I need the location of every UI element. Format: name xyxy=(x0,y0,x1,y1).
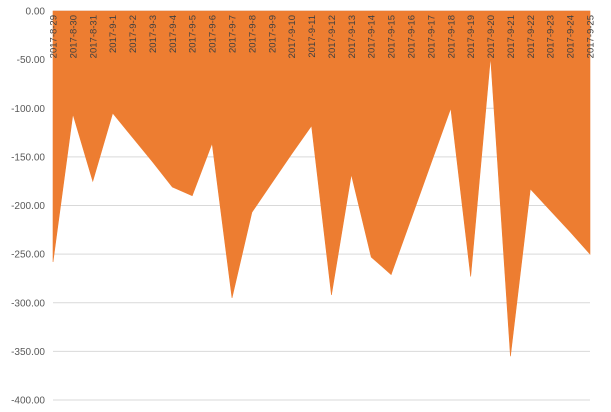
y-tick-label: -150.00 xyxy=(11,152,45,163)
x-tick-label: 2017-9-9 xyxy=(267,15,278,53)
x-tick-label: 2017-9-10 xyxy=(287,15,298,58)
y-tick-label: -50.00 xyxy=(17,55,46,66)
x-tick-label: 2017-8-29 xyxy=(49,15,60,58)
x-tick-label: 2017-9-14 xyxy=(367,15,378,58)
x-tick-label: 2017-9-12 xyxy=(327,15,338,58)
x-tick-label: 2017-9-23 xyxy=(546,15,557,58)
y-tick-label: -250.00 xyxy=(11,250,45,261)
x-tick-label: 2017-9-2 xyxy=(128,15,139,53)
x-tick-label: 2017-9-6 xyxy=(208,15,219,53)
y-tick-label: -200.00 xyxy=(11,201,45,212)
x-tick-label: 2017-9-3 xyxy=(148,15,159,53)
y-tick-label: -350.00 xyxy=(11,347,45,358)
x-tick-label: 2017-9-18 xyxy=(446,15,457,58)
x-tick-label: 2017-9-24 xyxy=(566,15,577,58)
x-tick-label: 2017-9-19 xyxy=(466,15,477,58)
x-tick-label: 2017-9-7 xyxy=(228,15,239,53)
x-tick-label: 2017-9-4 xyxy=(168,15,179,53)
x-tick-label: 2017-9-16 xyxy=(407,15,418,58)
area-series xyxy=(52,10,591,357)
x-tick-label: 2017-9-11 xyxy=(307,15,318,58)
x-tick-label: 2017-8-31 xyxy=(88,15,99,58)
y-tick-label: -400.00 xyxy=(11,396,45,407)
y-tick-label: -100.00 xyxy=(11,104,45,115)
x-tick-label: 2017-9-17 xyxy=(426,15,437,58)
x-tick-label: 2017-9-25 xyxy=(586,15,597,58)
x-tick-label: 2017-9-1 xyxy=(108,15,119,53)
x-tick-label: 2017-9-21 xyxy=(506,15,517,58)
y-tick-label: 0.00 xyxy=(26,7,46,18)
x-tick-label: 2017-9-5 xyxy=(188,15,199,53)
x-tick-label: 2017-8-30 xyxy=(68,15,79,58)
x-tick-label: 2017-9-22 xyxy=(526,15,537,58)
x-tick-label: 2017-9-15 xyxy=(387,15,398,58)
x-tick-label: 2017-9-13 xyxy=(347,15,358,58)
x-tick-label: 2017-9-8 xyxy=(247,15,258,53)
x-tick-label: 2017-9-20 xyxy=(486,15,497,58)
y-tick-label: -300.00 xyxy=(11,298,45,309)
